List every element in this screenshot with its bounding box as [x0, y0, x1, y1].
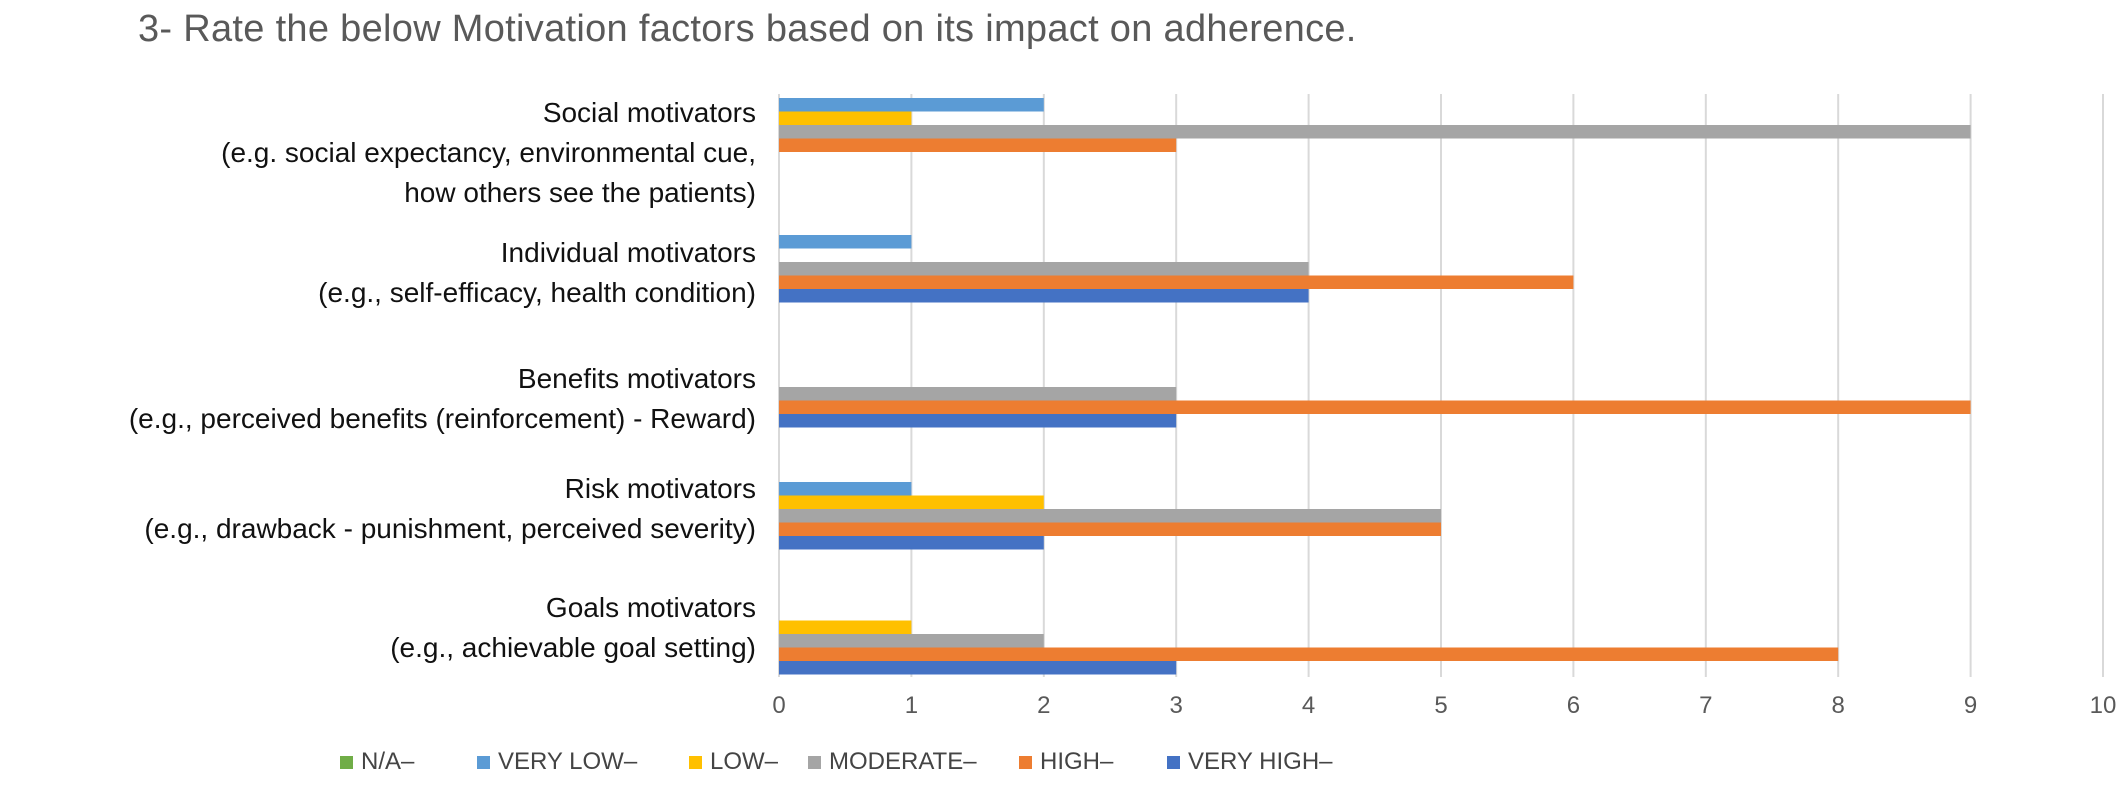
- bar: [779, 289, 1309, 303]
- legend-swatch: [1167, 755, 1180, 769]
- bar: [779, 509, 1441, 523]
- category-label: (e.g., drawback - punishment, perceived …: [144, 513, 756, 544]
- bar: [779, 536, 1044, 550]
- bar: [779, 620, 912, 634]
- bar: [779, 522, 1441, 536]
- legend-item: VERY HIGH–: [1167, 748, 1333, 776]
- x-tick-label: 2: [1037, 692, 1050, 719]
- bar: [779, 634, 1044, 648]
- legend-swatch: [1019, 755, 1032, 769]
- legend-label: VERY HIGH–: [1188, 748, 1333, 775]
- legend-label: N/A–: [361, 748, 415, 775]
- category-label: Goals motivators: [546, 592, 756, 623]
- x-tick-label: 10: [2090, 692, 2117, 719]
- x-tick-label: 8: [1832, 692, 1845, 719]
- category-label: (e.g., perceived benefits (reinforcement…: [129, 403, 756, 434]
- category-labels: Social motivators (e.g. social expectancy…: [129, 97, 756, 663]
- x-tick-label: 6: [1567, 692, 1580, 719]
- bar: [779, 661, 1177, 675]
- category-label: Individual motivators: [501, 237, 756, 268]
- legend-label: HIGH–: [1040, 748, 1114, 775]
- category-label: how others see the patients): [404, 177, 756, 208]
- legend-swatch: [340, 755, 353, 769]
- legend-label: VERY LOW–: [498, 748, 638, 775]
- bar: [779, 275, 1574, 289]
- gridlines: [778, 94, 2104, 677]
- bar: [779, 111, 912, 125]
- legend-item: VERY LOW–: [477, 748, 637, 776]
- bar: [779, 414, 1177, 428]
- bar: [779, 262, 1309, 276]
- legend-label: LOW–: [710, 748, 779, 775]
- category-label: Social motivators: [543, 97, 756, 128]
- x-tick-label: 7: [1699, 692, 1712, 719]
- bar: [779, 482, 912, 496]
- bar: [779, 400, 1971, 414]
- category-label: (e.g., self-efficacy, health condition): [318, 277, 756, 308]
- legend-item: N/A–: [340, 748, 414, 776]
- category-label: (e.g. social expectancy, environmental c…: [221, 137, 756, 168]
- bar-chart: Social motivators (e.g. social expectancy…: [129, 94, 2116, 719]
- bar: [779, 138, 1177, 152]
- x-tick-label: 1: [905, 692, 918, 719]
- category-label: Benefits motivators: [518, 363, 756, 394]
- x-tick-label: 4: [1302, 692, 1315, 719]
- bar: [779, 125, 1971, 139]
- x-tick-label: 9: [1964, 692, 1977, 719]
- bar: [779, 235, 912, 249]
- category-label: (e.g., achievable goal setting): [390, 632, 756, 663]
- legend-label: MODERATE–: [829, 748, 977, 775]
- x-tick-label: 0: [772, 692, 785, 719]
- bar: [779, 647, 1839, 661]
- legend-swatch: [477, 755, 490, 769]
- legend-item: HIGH–: [1019, 748, 1113, 776]
- category-label: Risk motivators: [565, 473, 756, 504]
- bar: [779, 387, 1177, 401]
- bar: [779, 495, 1044, 509]
- legend-swatch: [808, 755, 821, 769]
- bar: [779, 98, 1044, 112]
- x-tick-labels: 0 1 2 3 4 5 6 7 8 9 10: [772, 692, 2116, 719]
- legend-item: LOW–: [689, 748, 778, 776]
- chart-title: 3- Rate the below Motivation factors bas…: [138, 8, 1357, 50]
- legend-item: MODERATE–: [808, 748, 977, 776]
- x-tick-label: 3: [1170, 692, 1183, 719]
- bars: [779, 98, 1971, 675]
- x-tick-label: 5: [1434, 692, 1447, 719]
- legend-swatch: [689, 755, 702, 769]
